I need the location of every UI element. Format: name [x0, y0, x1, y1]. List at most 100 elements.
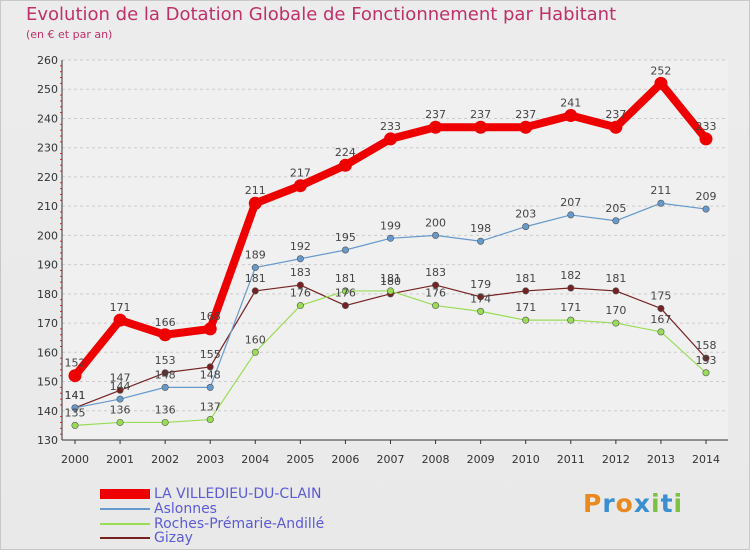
legend-label: Gizay [154, 530, 193, 546]
logo-letter: x [633, 489, 651, 518]
x-tick-label: 2001 [106, 453, 134, 466]
data-label: 181 [245, 272, 266, 285]
data-point [206, 416, 214, 424]
data-point [609, 120, 623, 134]
data-label: 200 [425, 216, 446, 229]
data-point [612, 319, 620, 327]
data-point [657, 328, 665, 336]
data-label: 237 [605, 108, 626, 121]
data-label: 180 [380, 275, 401, 288]
data-label: 183 [290, 266, 311, 279]
data-point [341, 287, 349, 295]
data-point [341, 302, 349, 310]
data-point [432, 302, 440, 310]
y-tick-label: 180 [37, 288, 58, 301]
data-point [474, 120, 488, 134]
x-tick-label: 2011 [557, 453, 585, 466]
data-point [161, 369, 169, 377]
data-point [113, 313, 127, 327]
y-tick-label: 200 [37, 229, 58, 242]
x-tick-label: 2003 [196, 453, 224, 466]
data-point [567, 284, 575, 292]
data-point [206, 383, 214, 391]
data-label: 224 [335, 146, 356, 159]
data-label: 171 [560, 301, 581, 314]
data-label: 136 [155, 403, 176, 416]
data-point [116, 395, 124, 403]
data-label: 152 [65, 357, 86, 370]
data-point [522, 287, 530, 295]
logo-letter: r [602, 489, 616, 518]
data-point [702, 354, 710, 362]
data-label: 148 [155, 368, 176, 381]
data-point [386, 287, 394, 295]
data-point [71, 421, 79, 429]
data-label: 175 [650, 289, 671, 302]
data-point [251, 287, 259, 295]
logo-letter: P [583, 489, 603, 518]
data-label: 171 [110, 301, 131, 314]
data-point [432, 231, 440, 239]
x-tick-label: 2008 [422, 453, 450, 466]
data-label: 237 [515, 108, 536, 121]
x-tick-label: 2012 [602, 453, 630, 466]
data-point [203, 322, 217, 336]
legend-swatch [100, 508, 150, 510]
data-label: 192 [290, 240, 311, 253]
data-label: 141 [65, 389, 86, 402]
data-point [429, 120, 443, 134]
data-label: 148 [200, 368, 221, 381]
data-label: 174 [470, 292, 491, 305]
data-label: 233 [380, 120, 401, 133]
data-label: 160 [245, 333, 266, 346]
data-label: 181 [515, 272, 536, 285]
legend-item-la-villedieu: LA VILLEDIEU-DU-CLAIN [100, 487, 322, 501]
data-label: 205 [605, 202, 626, 215]
data-label: 155 [200, 348, 221, 361]
data-label: 170 [605, 304, 626, 317]
y-tick-label: 130 [37, 434, 58, 447]
legend-item-roches-premarie: Roches-Prémarie-Andillé [100, 517, 324, 531]
y-tick-label: 220 [37, 171, 58, 184]
logo-letter: t [660, 489, 674, 518]
data-label: 181 [605, 272, 626, 285]
data-point [158, 328, 172, 342]
data-label: 198 [470, 222, 491, 235]
data-label: 195 [335, 231, 356, 244]
data-point [341, 246, 349, 254]
data-point [386, 234, 394, 242]
legend-swatch [100, 537, 150, 539]
x-tick-label: 2007 [377, 453, 405, 466]
x-tick-label: 2010 [512, 453, 540, 466]
data-label: 183 [425, 266, 446, 279]
data-label: 211 [650, 184, 671, 197]
x-tick-label: 2002 [151, 453, 179, 466]
legend-item-gizay: Gizay [100, 531, 193, 545]
data-point [567, 316, 575, 324]
data-point [477, 237, 485, 245]
data-label: 176 [425, 287, 446, 300]
data-label: 181 [380, 272, 401, 285]
data-label: 176 [335, 287, 356, 300]
data-label: 171 [515, 301, 536, 314]
data-point [612, 287, 620, 295]
data-point [477, 307, 485, 315]
x-tick-label: 2004 [241, 453, 269, 466]
data-point [522, 316, 530, 324]
y-tick-label: 190 [37, 259, 58, 272]
legend-swatch [100, 489, 150, 499]
data-label: 135 [65, 406, 86, 419]
data-label: 137 [200, 401, 221, 414]
data-point [384, 132, 397, 146]
data-label: 158 [696, 339, 717, 352]
legend-label: Aslonnes [154, 501, 217, 517]
data-label: 241 [560, 97, 581, 110]
data-label: 189 [245, 249, 266, 262]
data-point [519, 120, 533, 134]
y-tick-label: 260 [37, 54, 58, 67]
y-tick-label: 240 [37, 112, 58, 125]
data-point [206, 363, 214, 371]
data-label: 233 [696, 120, 717, 133]
data-label: 136 [110, 403, 131, 416]
